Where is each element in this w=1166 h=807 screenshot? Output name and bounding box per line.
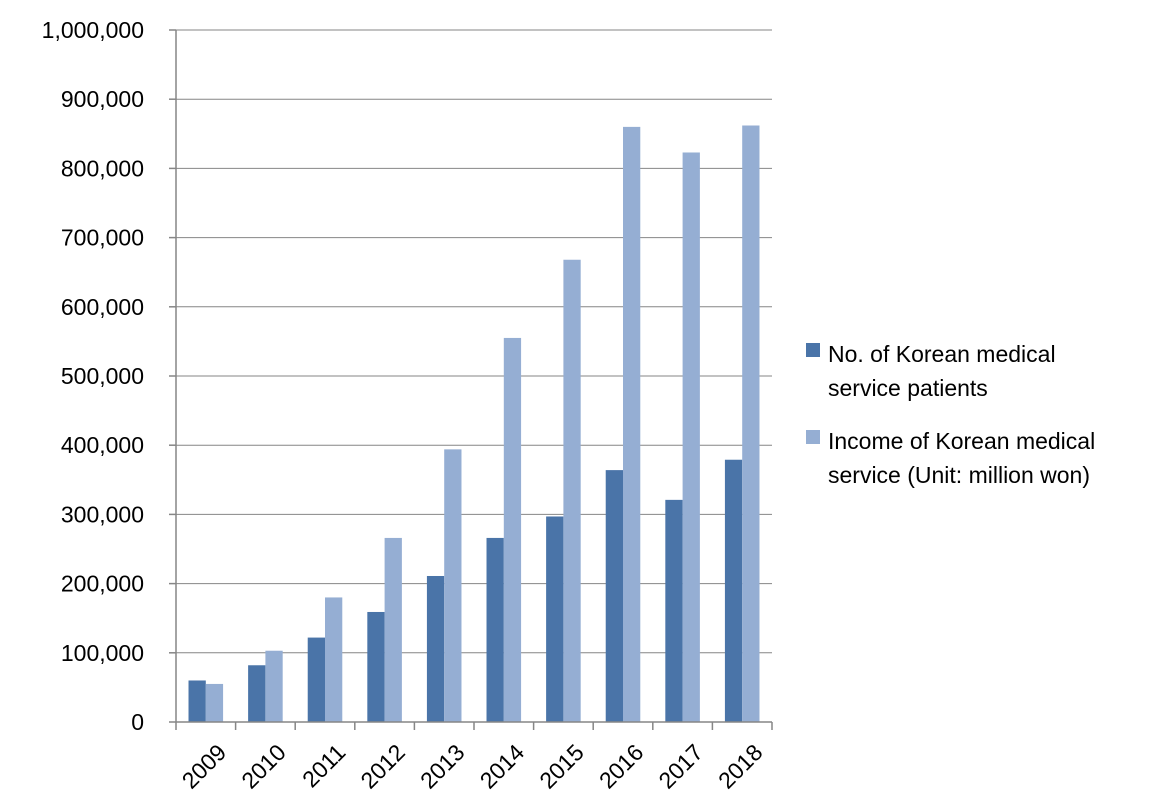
bar-patients-2015	[546, 516, 564, 722]
bar-income-2014	[503, 337, 522, 722]
y-tick-label: 300,000	[61, 501, 144, 527]
bar-patients-2012	[367, 611, 385, 722]
y-tick-label: 100,000	[61, 640, 144, 666]
bar-income-2013	[444, 449, 462, 722]
bar-patients-2016	[605, 470, 623, 722]
legend-label-patients-line1: No. of Korean medical	[828, 341, 1056, 367]
bar-patients-2018	[724, 459, 743, 722]
x-axis-tick-labels: 2009 2010 2011 2012 2013 2014 2015 2016 2017 2018	[175, 722, 773, 794]
x-tick-label: 2014	[475, 739, 530, 794]
legend-label-income-line2: service (Unit: million won)	[828, 462, 1090, 488]
x-tick-label: 2013	[415, 739, 470, 794]
bar-income-2017	[682, 152, 700, 722]
bar-patients-2013	[426, 575, 445, 722]
x-tick-label: 2012	[355, 739, 410, 794]
legend-label-patients-line2: service patients	[828, 375, 988, 401]
y-tick-label: 800,000	[61, 155, 144, 181]
bar-income-2009	[205, 683, 224, 722]
y-tick-label: 500,000	[61, 363, 144, 389]
legend-swatch-income	[806, 430, 820, 444]
bar-income-2010	[265, 650, 283, 722]
y-tick-label: 400,000	[61, 432, 144, 458]
y-tick-label: 200,000	[61, 571, 144, 597]
y-tick-label: 1,000,000	[42, 17, 144, 43]
legend-swatch-patients	[806, 343, 820, 357]
x-tick-label: 2011	[297, 739, 350, 792]
x-tick-label: 2018	[713, 739, 768, 794]
legend-entry-patients: No. of Korean medical service patients	[806, 341, 1056, 401]
bar-patients-2011	[307, 637, 325, 722]
bar-income-2011	[325, 597, 343, 722]
gridlines	[169, 29, 772, 723]
x-tick-label: 2009	[177, 739, 232, 794]
x-tick-label: 2017	[653, 739, 708, 794]
y-axis-tick-labels: 0 100,000 200,000 300,000 400,000 500,000 600,…	[42, 17, 144, 735]
y-tick-label: 600,000	[61, 294, 144, 320]
y-tick-label: 0	[131, 709, 144, 735]
bar-patients-2009	[188, 680, 206, 722]
bar-income-2015	[563, 259, 581, 722]
x-tick-label: 2010	[236, 739, 291, 794]
y-tick-label: 900,000	[61, 86, 144, 112]
x-tick-label: 2015	[534, 739, 589, 794]
x-tick-label: 2016	[594, 739, 649, 794]
bar-patients-2014	[486, 537, 504, 722]
legend: No. of Korean medical service patients I…	[806, 341, 1095, 488]
y-tick-label: 700,000	[61, 225, 144, 251]
legend-label-income-line1: Income of Korean medical	[828, 428, 1095, 454]
bar-income-2016	[623, 126, 641, 722]
bar-income-2018	[742, 125, 760, 723]
bar-income-2012	[384, 537, 402, 722]
bar-patients-2010	[248, 665, 266, 722]
bar-patients-2017	[665, 499, 683, 722]
bars	[188, 125, 760, 723]
legend-entry-income: Income of Korean medical service (Unit: …	[806, 428, 1095, 488]
